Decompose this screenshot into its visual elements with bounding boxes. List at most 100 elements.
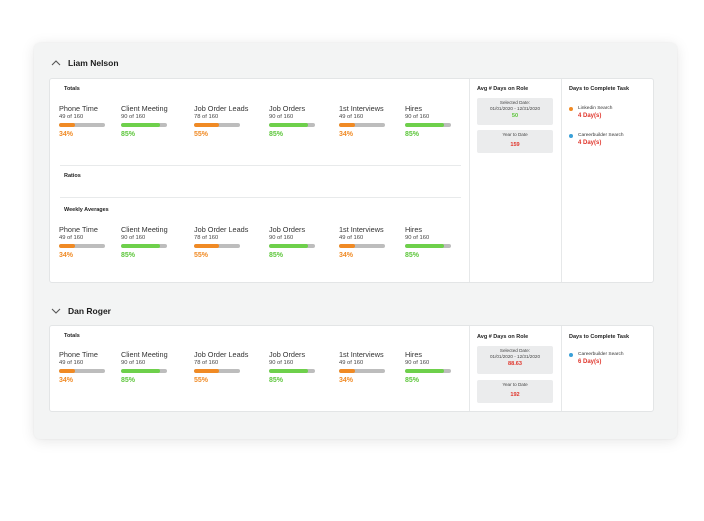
blue-dot-icon: [569, 134, 573, 138]
year-to-date-box: Year to Date 159: [477, 130, 553, 153]
progress-bar: [59, 369, 105, 373]
block-label-totals: Totals: [64, 86, 80, 92]
progress-fill: [59, 123, 75, 127]
metric-count: 90 of 160: [405, 360, 430, 366]
metric-name: Client Meeting: [121, 104, 168, 113]
selected-date-box: Selected Date: 01/01/2020 - 12/31/2020 5…: [477, 98, 553, 125]
metric-item: Client Meeting 90 of 160 85%: [121, 350, 181, 384]
metric-name: Job Orders: [269, 350, 306, 359]
chevron-up-icon[interactable]: [50, 57, 62, 69]
metric-name: Job Order Leads: [194, 104, 249, 113]
block-label-weekly-averages: Weekly Averages: [64, 207, 109, 213]
metric-percent: 85%: [269, 377, 284, 384]
metric-item: Phone Time 49 of 160 34%: [59, 350, 119, 384]
metric-percent: 85%: [405, 252, 420, 259]
block-label-totals: Totals: [64, 333, 80, 339]
column-divider: [561, 326, 562, 411]
metric-item: Hires 90 of 160 85%: [405, 104, 465, 138]
metric-count: 49 of 160: [339, 235, 364, 241]
metric-count: 90 of 160: [269, 114, 294, 120]
progress-bar: [59, 244, 105, 248]
progress-bar: [405, 244, 451, 248]
avg-days-title: Avg # Days on Role: [477, 334, 529, 340]
avg-days-on-role-column: Avg # Days on Role Selected Date: 01/01/…: [470, 326, 562, 411]
metric-name: Phone Time: [59, 225, 98, 234]
metric-item: 1st Interviews 49 of 160 34%: [339, 104, 399, 138]
metric-item: Client Meeting 90 of 160 85%: [121, 104, 181, 138]
metric-name: Job Order Leads: [194, 350, 249, 359]
progress-bar: [339, 123, 385, 127]
metric-percent: 34%: [59, 377, 74, 384]
progress-bar: [269, 244, 315, 248]
divider: [60, 197, 461, 198]
progress-bar: [405, 369, 451, 373]
metric-name: Job Orders: [269, 225, 306, 234]
metric-item: Hires 90 of 160 85%: [405, 225, 465, 259]
progress-fill: [59, 244, 75, 248]
metric-name: Phone Time: [59, 350, 98, 359]
metric-count: 90 of 160: [121, 235, 146, 241]
days-to-complete-task-column: Days to Complete Task Careerbuilder Sear…: [562, 326, 654, 411]
progress-bar: [59, 123, 105, 127]
selected-date-box: Selected Date: 01/01/2020 - 12/31/2020 8…: [477, 346, 553, 374]
metric-count: 90 of 160: [405, 114, 430, 120]
metric-count: 90 of 160: [405, 235, 430, 241]
metric-percent: 34%: [59, 252, 74, 259]
metric-percent: 85%: [121, 377, 136, 384]
metric-percent: 85%: [269, 252, 284, 259]
progress-fill: [121, 369, 161, 373]
chevron-down-icon[interactable]: [50, 305, 62, 317]
metric-count: 90 of 160: [269, 360, 294, 366]
column-divider: [561, 79, 562, 282]
section-header-liam-nelson[interactable]: Liam Nelson: [50, 55, 119, 71]
avg-days-on-role-column: Avg # Days on Role Selected Date: 01/01/…: [470, 79, 562, 282]
metric-percent: 85%: [121, 252, 136, 259]
metric-count: 78 of 160: [194, 114, 219, 120]
progress-fill: [194, 244, 220, 248]
task-days: 4 Day(s): [578, 140, 602, 146]
team-performance-panel: Liam Nelson Totals Phone Time 49 of 160 34…: [34, 43, 677, 439]
selected-date-label: Selected Date:: [499, 100, 531, 105]
metric-item: 1st Interviews 49 of 160 34%: [339, 350, 399, 384]
section-header-dan-roger[interactable]: Dan Roger: [50, 303, 111, 319]
avg-days-title: Avg # Days on Role: [477, 86, 529, 92]
metric-name: Client Meeting: [121, 350, 168, 359]
metric-percent: 55%: [194, 252, 209, 259]
column-divider: [469, 326, 470, 411]
metric-item: 1st Interviews 49 of 160 34%: [339, 225, 399, 259]
progress-bar: [339, 244, 385, 248]
metric-item: Phone Time 49 of 160 34%: [59, 225, 119, 259]
metric-count: 90 of 160: [121, 114, 146, 120]
metric-name: Job Orders: [269, 104, 306, 113]
metric-item: Job Orders 90 of 160 85%: [269, 225, 329, 259]
metric-percent: 55%: [194, 377, 209, 384]
metric-percent: 55%: [194, 131, 209, 138]
metric-percent: 34%: [339, 377, 354, 384]
metric-name: Phone Time: [59, 104, 98, 113]
task-days: 6 Day(s): [578, 359, 602, 365]
progress-fill: [405, 369, 445, 373]
year-to-date-label: Year to Date: [502, 132, 528, 137]
metric-item: Job Orders 90 of 160 85%: [269, 104, 329, 138]
progress-bar: [121, 244, 167, 248]
progress-fill: [269, 244, 309, 248]
person-name: Dan Roger: [68, 306, 111, 316]
progress-bar: [121, 123, 167, 127]
metric-percent: 34%: [339, 252, 354, 259]
metric-percent: 85%: [121, 131, 136, 138]
task-name: Careerbuilder Search: [578, 133, 624, 138]
stats-card-dan-roger: Totals Phone Time 49 of 160 34% Client Meet…: [49, 325, 654, 412]
progress-fill: [194, 369, 220, 373]
selected-date-value: 88.63: [508, 361, 522, 367]
metric-item: Phone Time 49 of 160 34%: [59, 104, 119, 138]
metric-count: 90 of 160: [121, 360, 146, 366]
progress-fill: [339, 369, 355, 373]
year-to-date-value: 159: [510, 142, 520, 148]
year-to-date-label: Year to Date: [502, 382, 528, 387]
task-name: Careerbuilder Search: [578, 352, 624, 357]
orange-dot-icon: [569, 107, 573, 111]
year-to-date-value: 192: [510, 392, 520, 398]
selected-date-value: 50: [511, 113, 519, 119]
selected-date-label: Selected Date:: [499, 348, 531, 353]
metric-item: Job Order Leads 78 of 160 55%: [194, 350, 254, 384]
